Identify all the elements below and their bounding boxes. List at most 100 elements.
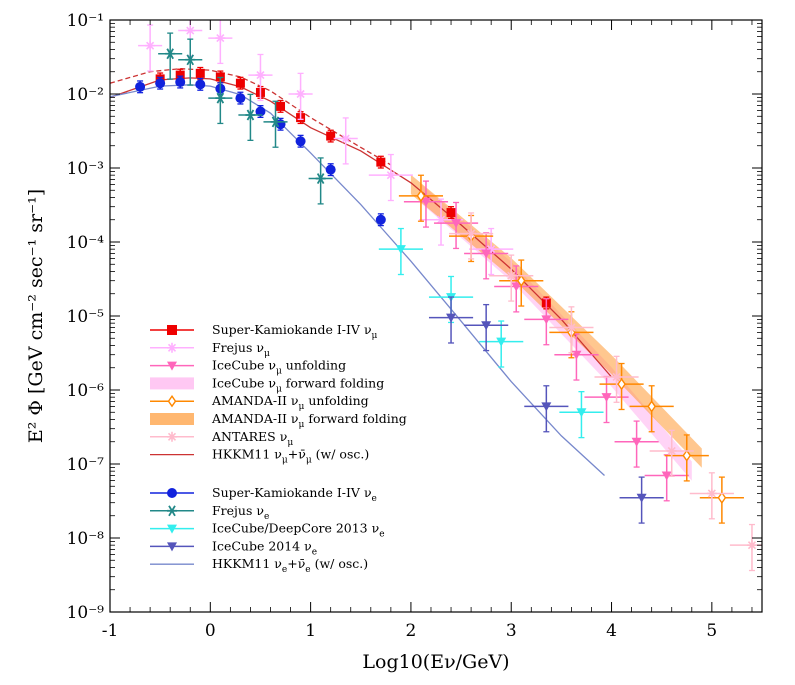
legend-marker [167, 361, 177, 371]
data-point [446, 208, 456, 218]
y-tick-label: 10⁻¹ [67, 11, 104, 31]
legend-marker [167, 325, 177, 335]
data-point [255, 106, 266, 117]
legend-flavor: μ [264, 349, 270, 359]
data-point [647, 400, 657, 413]
legend-marker [167, 394, 177, 408]
data-point [195, 79, 206, 90]
y-tick-label: 10⁻⁸ [67, 529, 105, 549]
legend-flavor: e [305, 565, 310, 575]
x-tick-label: 4 [606, 621, 617, 641]
legend-label: Super-Kamiokande I-IV νμ [212, 322, 378, 341]
legend-flavor: e [264, 512, 269, 522]
data-point [385, 170, 396, 181]
y-tick-label: 10⁻⁵ [67, 307, 105, 327]
legend-label: Super-Kamiokande I-IV νe [212, 485, 377, 504]
data-point [511, 282, 522, 292]
legend-flavor: e [312, 547, 317, 557]
legend-band [150, 413, 194, 425]
legend-label-main: AMANDA-II [211, 393, 291, 408]
series-2 [403, 180, 689, 502]
legend-entry-10: IceCube/DeepCore 2013 νe [150, 521, 385, 540]
legend-plus: + [287, 556, 297, 571]
data-point [325, 164, 336, 175]
data-point [566, 322, 577, 333]
legend-nu: ν [372, 521, 380, 536]
data-layer [110, 20, 762, 572]
legend-label: IceCube 2014 νe [212, 538, 317, 557]
legend-label-main: IceCube [212, 375, 268, 390]
data-point [541, 402, 552, 412]
data-point [235, 93, 246, 104]
data-point [145, 40, 156, 51]
y-tick-label: 10⁻⁴ [67, 233, 105, 253]
data-point [481, 321, 492, 331]
legend-flavor: e [282, 565, 287, 575]
series-10 [378, 227, 604, 439]
legend-marker [167, 342, 177, 353]
data-point [717, 491, 727, 504]
legend-marker [167, 488, 177, 498]
data-point [496, 337, 507, 347]
legend-nu: ν [274, 447, 282, 462]
legend-label-main: HKKM11 [212, 447, 274, 462]
legend-label: AMANDA-II νμ unfolding [211, 393, 369, 412]
band-area [410, 174, 702, 468]
legend-tail: (w/ osc.) [311, 556, 369, 571]
legend-flavor: e [372, 494, 377, 504]
legend-label-main: Super-Kamiokande I-IV [212, 485, 364, 500]
legend-label-main: Super-Kamiokande I-IV [212, 322, 364, 337]
data-point [666, 445, 677, 456]
data-point [215, 92, 226, 104]
data-point [506, 270, 517, 281]
legend-plus: + [288, 447, 298, 462]
x-tick-label: 2 [406, 621, 417, 641]
legend-nu: ν [364, 322, 372, 337]
data-point [245, 109, 256, 121]
legend-label-main: Frejus [212, 503, 256, 518]
legend-marker [167, 505, 177, 517]
legend-entry-8: Super-Kamiokande I-IV νe [150, 485, 377, 504]
legend-entry-9: Frejus νe [150, 503, 269, 522]
data-point [636, 493, 647, 503]
legend-flavor: μ [306, 456, 312, 466]
series-1 [138, 20, 514, 276]
data-point [486, 244, 497, 255]
data-point [295, 89, 306, 99]
legend-label: AMANDA-II νμ forward folding [211, 411, 407, 430]
data-point [617, 377, 626, 391]
x-tick-label: 0 [205, 621, 216, 641]
legend-flavor: μ [299, 402, 305, 412]
legend-nu: ν [268, 375, 276, 390]
data-point [165, 48, 176, 60]
y-axis-title: E² Φ [GeV cm⁻² sec⁻¹ sr⁻¹] [25, 189, 47, 443]
data-point [276, 101, 286, 111]
legend-nu: ν [268, 358, 276, 373]
legend-entry-11: IceCube 2014 νe [150, 538, 317, 557]
legend-nu: ν [304, 538, 312, 553]
legend-tail: forward folding [282, 375, 384, 390]
plot-frame [109, 19, 763, 613]
legend-entry-3: IceCube νμ forward folding [150, 375, 384, 394]
legend-tail: unfolding [282, 358, 346, 373]
legend-nu: ν [291, 411, 299, 426]
series-11 [428, 296, 664, 524]
data-point [446, 313, 457, 323]
series-9 [158, 32, 333, 205]
data-point [420, 197, 431, 207]
data-point [466, 228, 477, 239]
legend-marker [167, 431, 177, 442]
data-point [340, 133, 351, 144]
legend-label: HKKM11 νμ+ν̄μ (w/ osc.) [212, 447, 369, 466]
x-axis-title: Log10(Eν/GeV) [362, 651, 509, 673]
legend-nu: ν [291, 393, 299, 408]
data-point [481, 249, 492, 259]
legend-nu: ν [280, 429, 288, 444]
y-tick-label: 10⁻² [67, 85, 104, 105]
legend-flavor: μ [282, 456, 288, 466]
legend-label-main: Frejus [212, 340, 256, 355]
legend-flavor: μ [372, 331, 378, 341]
legend-label-main: IceCube [212, 358, 268, 373]
legend-label: HKKM11 νe+ν̄e (w/ osc.) [212, 556, 368, 575]
